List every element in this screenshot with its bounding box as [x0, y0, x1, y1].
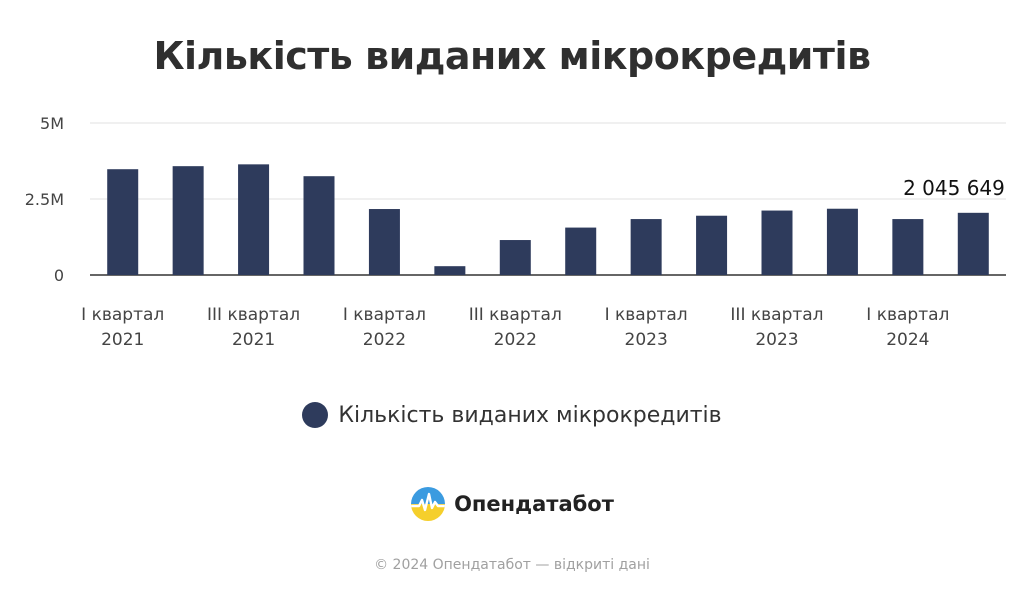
- bar[interactable]: [499, 240, 531, 275]
- gridlines: [90, 122, 1006, 276]
- bar[interactable]: [826, 208, 858, 275]
- data-labels: 2 045 649: [903, 176, 1005, 200]
- x-tick-label: I квартал: [866, 305, 949, 325]
- x-tick-label: I квартал: [81, 305, 164, 325]
- bar[interactable]: [892, 219, 924, 275]
- x-tick-label-year: 2021: [101, 330, 144, 350]
- brand-name: Опендатабот: [454, 492, 614, 516]
- x-tick-label-year: 2023: [755, 330, 798, 350]
- brand: Опендатабот: [0, 486, 1024, 522]
- bar[interactable]: [107, 169, 139, 275]
- data-label: 2 045 649: [903, 176, 1005, 200]
- bar[interactable]: [957, 212, 989, 275]
- chart-title: Кількість виданих мікрокредитів: [153, 34, 871, 78]
- legend-label: Кількість виданих мікрокредитів: [338, 402, 722, 428]
- bar[interactable]: [696, 215, 728, 275]
- x-tick-label-year: 2024: [886, 330, 929, 350]
- bar[interactable]: [761, 210, 793, 275]
- y-axis-ticks: 0 2.5M 5M: [25, 114, 64, 285]
- x-axis-labels: I квартал 2021 III квартал 2021 I квартал 202…: [81, 305, 949, 350]
- legend[interactable]: Кількість виданих мікрокредитів: [0, 402, 1024, 428]
- y-tick-label: 0: [54, 266, 64, 285]
- x-tick-label-year: 2022: [363, 330, 406, 350]
- y-tick-label: 2.5M: [25, 190, 64, 209]
- bar[interactable]: [434, 266, 466, 275]
- legend-marker: [302, 402, 329, 428]
- bar[interactable]: [630, 219, 662, 275]
- opendatabot-logo-icon: [411, 487, 446, 521]
- x-tick-label-year: 2022: [494, 330, 537, 350]
- x-tick-label: III квартал: [730, 305, 823, 325]
- x-tick-label-year: 2021: [232, 330, 275, 350]
- bar[interactable]: [368, 209, 400, 275]
- x-tick-label: III квартал: [207, 305, 300, 325]
- bar[interactable]: [565, 227, 597, 275]
- x-tick-label: I квартал: [605, 305, 688, 325]
- footer-copyright: © 2024 Опендатабот — відкриті дані: [374, 557, 650, 573]
- x-tick-label: I квартал: [343, 305, 426, 325]
- bar[interactable]: [303, 176, 335, 275]
- bars: [107, 164, 989, 275]
- x-tick-label-year: 2023: [625, 330, 668, 350]
- y-tick-label: 5M: [40, 114, 64, 133]
- x-tick-label: III квартал: [469, 305, 562, 325]
- bar[interactable]: [172, 166, 204, 275]
- bar[interactable]: [238, 164, 270, 275]
